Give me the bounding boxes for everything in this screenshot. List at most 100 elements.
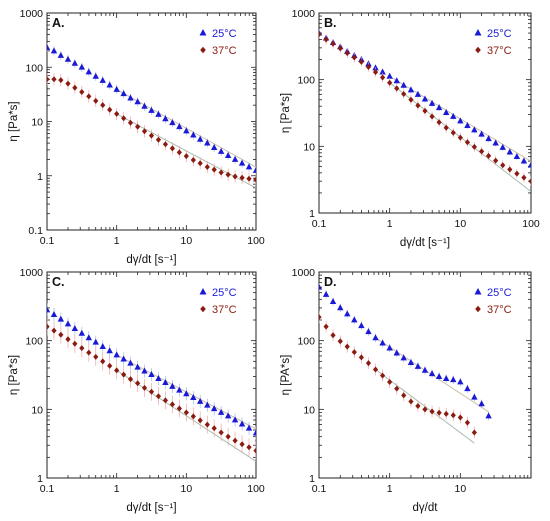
data-point-37c — [246, 444, 252, 451]
data-point-25c — [113, 85, 120, 92]
data-point-37c — [344, 50, 350, 57]
data-point-37c — [358, 354, 364, 361]
data-point-25c — [155, 375, 162, 382]
data-point-37c — [387, 379, 393, 386]
data-point-25c — [64, 55, 72, 62]
y-tick-label: 1 — [37, 473, 43, 485]
data-point-25c — [134, 363, 141, 370]
data-point-25c — [450, 376, 457, 383]
data-point-25c — [492, 139, 499, 146]
data-point-37c — [183, 153, 189, 160]
data-point-25c — [471, 393, 478, 400]
data-point-37c — [401, 392, 407, 399]
x-axis-label: dγ/dt — [413, 502, 439, 514]
chart-panel-1: 0.1 1 10 100 0.1 1 10 100 1000 dγ/dt [s⁻¹] η [Pa*s… — [8, 8, 265, 266]
data-point-25c — [64, 320, 72, 327]
data-point-25c — [414, 90, 422, 97]
legend: 25°C 37°C — [199, 287, 237, 316]
data-point-25c — [50, 310, 58, 317]
y-axis-label: η [Pa*s] — [8, 101, 20, 141]
legend-label: 25°C — [212, 287, 237, 299]
y-axis-label: η [Pa*s] — [280, 93, 292, 133]
legend-label: 37°C — [212, 304, 237, 316]
axis-ticks — [46, 272, 256, 479]
x-tick-label: 0.1 — [312, 483, 327, 495]
data-point-25c — [372, 334, 379, 341]
x-tick-label: 0.1 — [40, 235, 55, 247]
data-point-37c — [162, 397, 169, 404]
data-point-37c — [148, 388, 155, 395]
data-point-25c — [120, 90, 127, 97]
data-point-37c — [72, 340, 78, 347]
data-point-25c — [183, 390, 190, 397]
legend-label: 25°C — [487, 28, 512, 40]
x-tick-label: 10 — [180, 235, 192, 247]
data-point-25c — [85, 68, 92, 75]
y-tick-label: 100 — [297, 75, 315, 87]
data-point-37c — [394, 85, 400, 92]
data-point-25c — [245, 424, 253, 431]
y-tick-label: 0.1 — [28, 225, 43, 237]
data-point-25c — [196, 135, 204, 142]
data-point-25c — [134, 98, 141, 105]
data-point-37c — [239, 441, 245, 448]
legend-marker-25c — [474, 29, 482, 36]
data-point-25c — [231, 416, 239, 423]
data-point-37c — [51, 327, 57, 334]
data-point-37c — [232, 173, 238, 180]
legend-label: 25°C — [487, 287, 512, 299]
data-point-25c — [252, 429, 256, 436]
data-point-25c — [329, 298, 337, 305]
data-point-37c — [65, 80, 71, 87]
data-point-37c — [319, 31, 322, 38]
panel-label: D. — [324, 275, 337, 289]
x-tick-label: 100 — [247, 235, 265, 247]
plot-frame — [318, 12, 532, 214]
data-point-25c — [499, 143, 506, 150]
data-point-37c — [514, 170, 520, 177]
x-tick-label: 0.1 — [40, 483, 55, 495]
data-point-37c — [176, 405, 182, 412]
data-point-37c — [86, 93, 92, 100]
data-point-37c — [464, 419, 471, 426]
data-point-25c — [407, 358, 415, 365]
y-tick-label: 100 — [25, 336, 43, 348]
data-point-37c — [121, 371, 127, 378]
data-point-25c — [358, 322, 365, 329]
data-point-37c — [197, 417, 203, 424]
data-point-25c — [204, 139, 211, 146]
data-point-37c — [457, 414, 463, 421]
data-point-37c — [319, 314, 322, 321]
data-point-25c — [428, 99, 436, 106]
data-point-25c — [464, 121, 471, 128]
data-point-37c — [351, 54, 357, 61]
data-point-37c — [253, 447, 256, 454]
data-point-25c — [506, 148, 513, 155]
y-tick-label: 10 — [31, 117, 43, 129]
y-tick-label: 10 — [303, 404, 315, 416]
data-point-25c — [443, 109, 450, 116]
data-point-37c — [330, 332, 336, 339]
data-point-37c — [93, 97, 99, 104]
series-37c — [47, 73, 256, 186]
data-point-37c — [121, 115, 127, 122]
data-point-25c — [155, 110, 162, 117]
data-point-25c — [106, 81, 113, 88]
data-point-25c — [57, 315, 65, 322]
data-point-37c — [218, 429, 224, 436]
data-point-25c — [527, 161, 531, 168]
data-point-25c — [224, 152, 232, 159]
data-point-25c — [379, 68, 386, 75]
legend-marker-37c — [200, 305, 206, 313]
data-point-37c — [211, 166, 217, 173]
panel-label: B. — [324, 16, 337, 30]
data-point-25c — [47, 44, 51, 51]
data-point-37c — [337, 338, 343, 345]
data-point-37c — [155, 136, 162, 143]
data-point-37c — [148, 132, 155, 139]
data-point-25c — [217, 408, 225, 415]
data-point-25c — [141, 102, 148, 109]
